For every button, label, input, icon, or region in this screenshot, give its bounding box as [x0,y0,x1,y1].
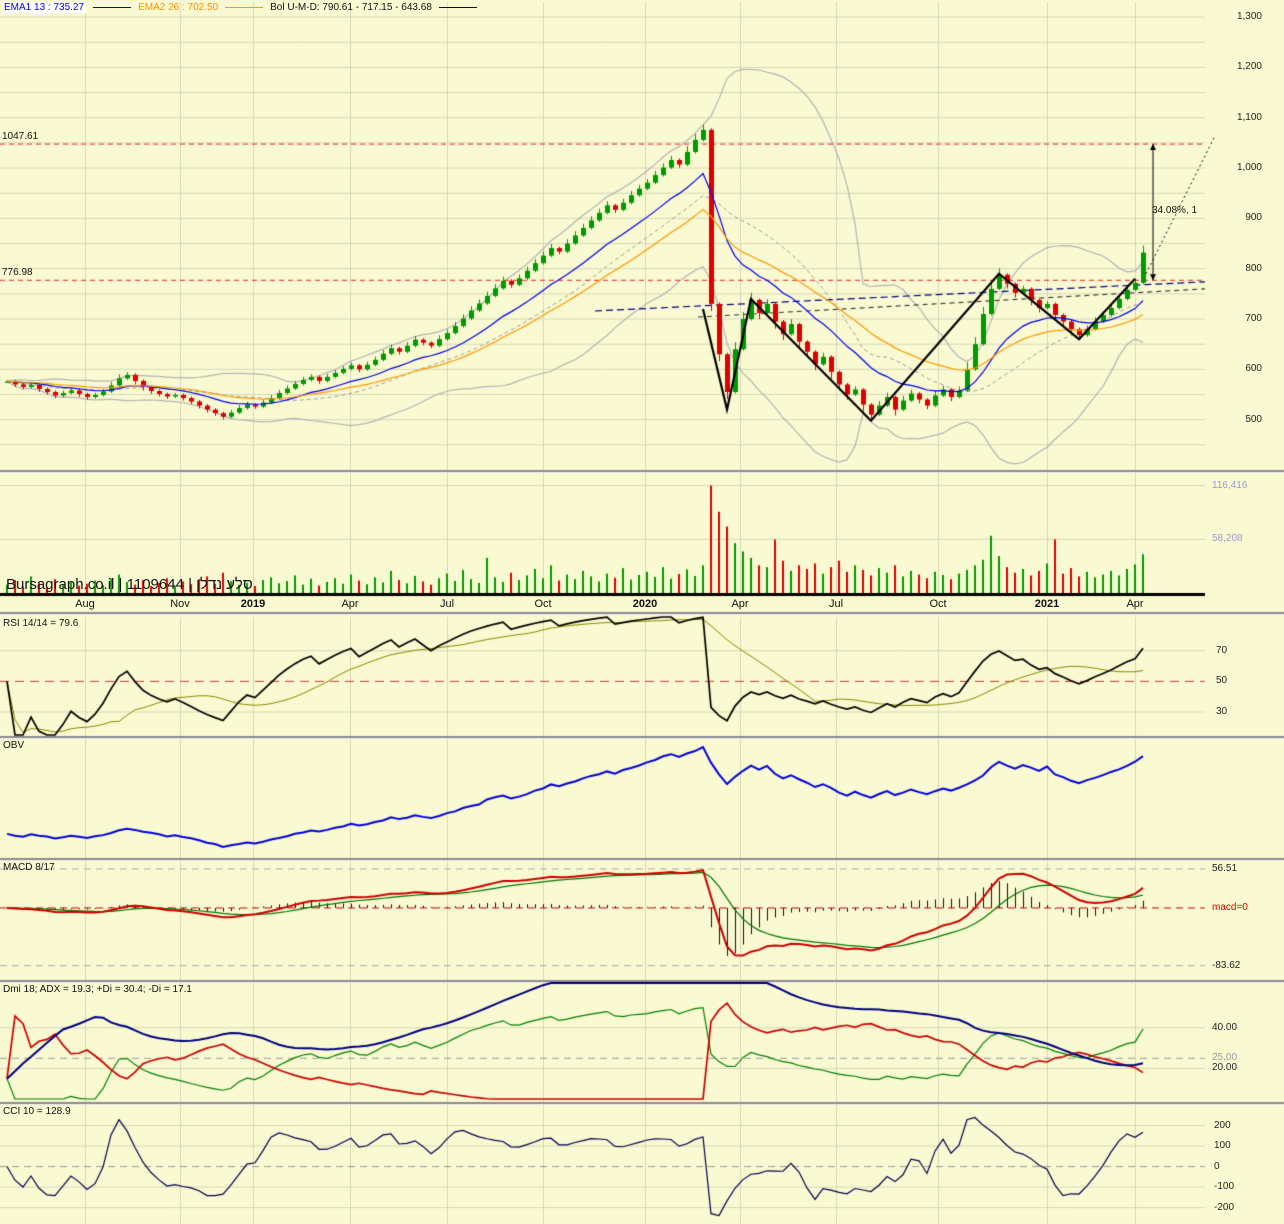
chart-legend: EMA1 13 : 735.27 EMA2 26 : 702.50 Bol U-… [2,2,484,13]
dmi-panel-title: Dmi 18; ADX = 19.3; +Di = 30.4; -Di = 17… [3,984,192,995]
watermark: Bursagraph.co.il | 1109644 | סלע נדלן [6,576,253,593]
cci-tick-label: 200 [1214,1119,1231,1131]
rsi-panel-title: RSI 14/14 = 79.6 [3,618,79,629]
macd-tick-label: 56.51 [1212,862,1238,874]
date-label: 2019 [240,598,266,610]
legend-ema1[interactable]: EMA1 13 : 735.27 [2,2,87,13]
macd-tick-label: -83.62 [1212,959,1241,971]
price-tick-label: 1,200 [1236,61,1262,73]
cci-tick-label: 100 [1214,1140,1231,1152]
date-label: Nov [170,598,190,610]
volume-tick-label: 58,208 [1212,533,1243,545]
date-label: Oct [929,598,947,610]
cci-tick-label: 0 [1214,1160,1220,1172]
cci-tick-label: -100 [1214,1181,1235,1193]
price-tick-label: 700 [1245,313,1262,325]
price-tick-label: 1,300 [1236,11,1262,23]
volume-tick-label: 116,416 [1212,479,1248,491]
obv-panel-title: OBV [3,740,25,751]
price-level-label-lower: 776.98 [2,267,33,278]
price-tick-label: 600 [1245,363,1262,375]
date-label: Apr [1126,598,1144,610]
date-label: 2021 [1034,598,1060,610]
rsi-tick-label: 50 [1216,675,1228,687]
cci-panel-title: CCI 10 = 128.9 [3,1106,71,1117]
price-level-label-upper: 1047.61 [2,131,39,142]
price-tick-label: 800 [1245,262,1262,274]
dmi-tick-label: 25.00 [1212,1052,1238,1064]
date-label: Apr [731,598,749,610]
date-label: Aug [75,598,95,610]
date-label: Oct [534,598,552,610]
price-tick-label: 1,100 [1236,111,1262,123]
price-tick-label: 500 [1245,413,1262,425]
macd-tick-label: macd=0 [1212,901,1248,913]
dmi-tick-label: 20.00 [1212,1062,1238,1074]
rsi-tick-label: 70 [1216,644,1228,656]
cci-tick-label: -200 [1214,1201,1235,1213]
bollinger-line-sample [438,7,477,8]
legend-bollinger[interactable]: Bol U-M-D: 790.61 - 717.15 - 643.68 [270,2,432,13]
legend-ema2[interactable]: EMA2 26 : 702.50 [138,2,219,13]
date-label: Jul [828,598,844,610]
price-tick-label: 1,000 [1236,162,1262,174]
measurement-annotation: 34.08%, 1 [1152,205,1198,216]
date-label: Jul [439,598,455,610]
ema2-line-sample [225,7,264,8]
ema1-line-sample [93,7,132,8]
macd-panel-title: MACD 8/17 [3,862,55,873]
date-label: Apr [341,598,359,610]
date-label: 2020 [632,598,658,610]
dmi-tick-label: 40.00 [1212,1021,1238,1033]
price-tick-label: 900 [1245,212,1262,224]
rsi-tick-label: 30 [1216,706,1228,717]
